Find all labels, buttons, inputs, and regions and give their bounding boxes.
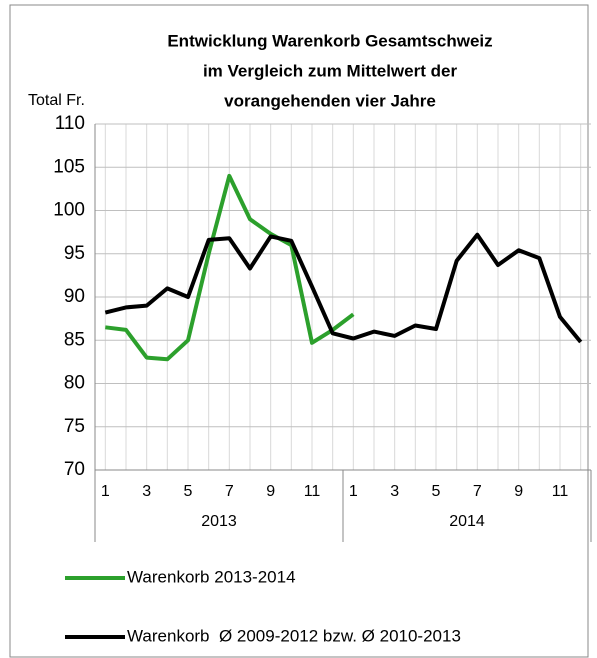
chart-title: im Vergleich zum Mittelwert der [203, 61, 458, 80]
chart-title: Entwicklung Warenkorb Gesamtschweiz [167, 31, 492, 50]
x-tick-label: 1 [349, 483, 358, 500]
series-line [104, 232, 583, 344]
x-group-label: 2014 [449, 513, 485, 530]
y-tick-label: 110 [55, 113, 85, 134]
y-tick-label: 75 [64, 416, 85, 437]
y-tick-label: 70 [64, 459, 85, 480]
y-tick-label: 95 [64, 243, 85, 264]
chart-title: vorangehenden vier Jahre [224, 91, 436, 110]
chart-frame [9, 4, 589, 658]
y-tick-label: 100 [53, 200, 85, 221]
series-line [105, 173, 355, 362]
x-tick-label: 3 [142, 483, 151, 500]
y-tick-label: 105 [53, 156, 85, 177]
x-tick-label: 5 [432, 483, 441, 500]
legend-label: Warenkorb Ø 2009-2012 bzw. Ø 2010-2013 [127, 626, 461, 645]
x-tick-label: 9 [514, 483, 523, 500]
x-tick-label: 3 [390, 483, 399, 500]
x-tick-label: 5 [184, 483, 193, 500]
x-tick-label: 7 [225, 483, 234, 500]
x-tick-label: 9 [266, 483, 275, 500]
y-tick-label: 80 [64, 373, 85, 394]
legend-label: Warenkorb 2013-2014 [127, 567, 296, 586]
x-tick-label: 11 [304, 483, 321, 500]
y-axis-label: Total Fr. [28, 92, 85, 109]
x-group-label: 2013 [201, 513, 237, 530]
y-tick-label: 90 [64, 286, 85, 307]
x-tick-label: 11 [552, 483, 569, 500]
x-tick-label: 7 [473, 483, 482, 500]
x-tick-label: 1 [101, 483, 110, 500]
y-tick-label: 85 [64, 329, 85, 350]
